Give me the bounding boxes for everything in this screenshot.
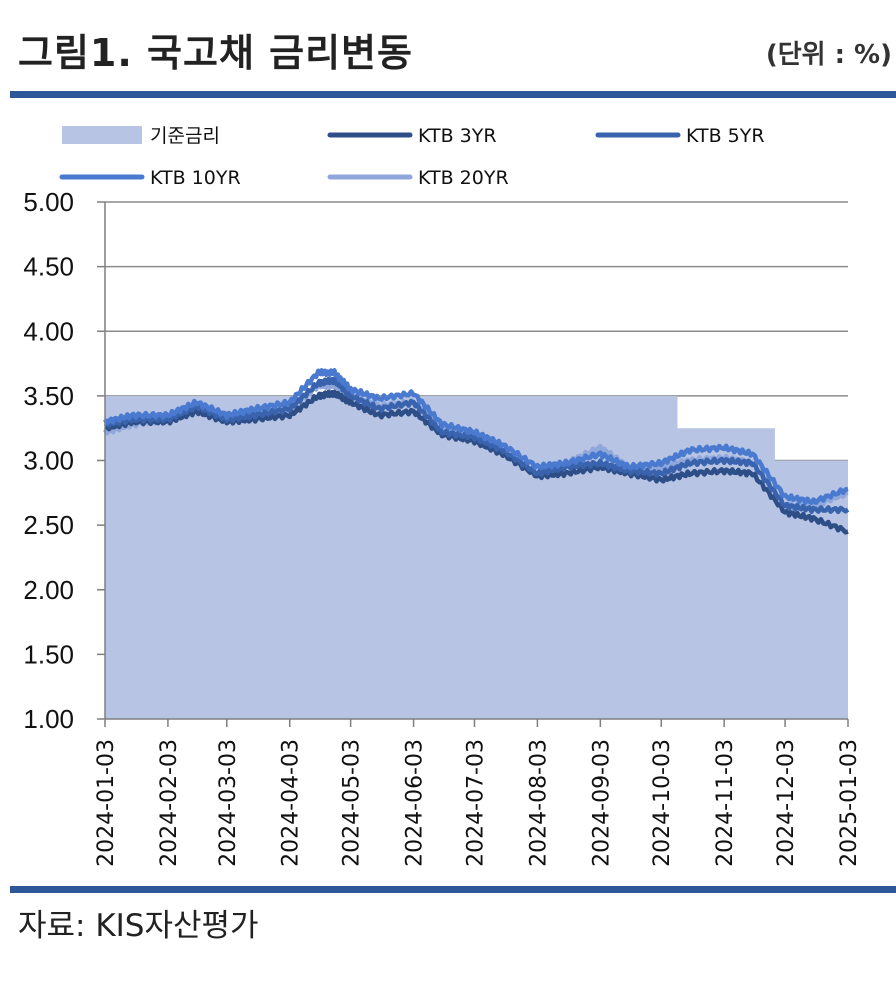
series-line-ktb-10yr [103,368,849,506]
y-tick-label: 4.00 [23,316,74,346]
x-tick-label: 2024-01-03 [94,739,119,867]
top-rule [10,91,896,98]
x-tick-label: 2024-02-03 [157,739,182,867]
x-tick-label: 2024-09-03 [589,739,614,867]
rate-chart: 기준금리 KTB 3YR KTB 5YR KTB 10YR KTB 20YR 5.00 4… [23,125,862,867]
x-tick-label: 2024-11-03 [713,739,738,867]
x-tick-label: 2025-01-03 [837,739,862,867]
x-tick-label: 2024-03-03 [216,739,241,867]
y-tick-label: 5.00 [23,187,74,217]
unit-label: (단위 : %) [765,40,892,70]
y-tick-label: 2.00 [23,575,74,605]
source-note: 자료: KIS자산평가 [18,908,259,944]
x-tick-label: 2024-10-03 [650,739,675,867]
y-tick-label: 3.00 [23,446,74,476]
x-tick-label: 2024-06-03 [403,739,428,867]
y-tick-label: 2.50 [23,510,74,540]
legend-label: KTB 10YR [150,167,241,189]
axes [97,201,849,727]
x-tick-label: 2024-04-03 [279,739,304,867]
y-tick-label: 3.50 [23,381,74,411]
series-lines [103,368,850,535]
y-tick-label: 1.50 [23,639,74,669]
y-tick-label: 1.00 [23,704,74,734]
legend-label: KTB 5YR [686,125,765,147]
bottom-rule [10,886,896,893]
series-line-ktb-5yr [104,376,850,515]
y-tick-labels: 5.00 4.50 4.00 3.50 3.00 2.50 2.00 1.50 1.00 [23,187,74,734]
x-tick-label: 2024-08-03 [526,739,551,867]
x-tick-labels: 2024-01-03 2024-02-03 2024-03-03 2024-04-03… [94,739,862,867]
x-tick-label: 2024-12-03 [774,739,799,867]
x-tick-label: 2024-07-03 [463,739,488,867]
y-tick-label: 4.50 [23,252,74,282]
legend: 기준금리 KTB 3YR KTB 5YR KTB 10YR KTB 20YR [59,125,765,189]
base-rate-area [105,395,848,719]
legend-swatch [62,126,142,144]
page-title: 그림1. 국고채 금리변동 [18,31,413,75]
base-rate-area-fill [105,395,848,719]
legend-label: KTB 3YR [418,125,497,147]
x-tick-label: 2024-05-03 [340,739,365,867]
legend-label: KTB 20YR [418,167,509,189]
legend-label: 기준금리 [150,125,220,147]
